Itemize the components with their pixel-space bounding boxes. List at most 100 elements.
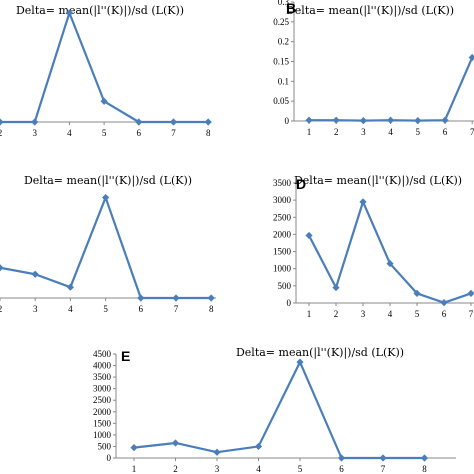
x-tick-label: 2 xyxy=(334,309,339,319)
y-tick-label: 500 xyxy=(278,281,292,291)
x-tick-label: 5 xyxy=(102,128,107,138)
data-point xyxy=(386,259,394,268)
x-tick-label: 6 xyxy=(443,127,448,137)
chart-title: Delta= mean(|l''(K)|)/sd (L(K)) xyxy=(294,174,462,188)
data-point xyxy=(387,116,395,124)
x-tick-label: 5 xyxy=(103,304,108,314)
y-tick-label: 0.05 xyxy=(273,96,289,106)
x-tick-label: 2 xyxy=(0,128,2,138)
y-tick-label: 4000 xyxy=(93,361,112,371)
x-tick-label: 3 xyxy=(33,304,38,314)
y-tick-label: 3000 xyxy=(273,195,292,205)
series-line xyxy=(309,57,474,122)
y-tick-label: 2500 xyxy=(273,212,292,222)
data-point xyxy=(0,118,4,126)
x-tick-label: 3 xyxy=(32,128,37,138)
x-tick-label: 2 xyxy=(173,464,178,474)
data-point xyxy=(359,198,367,206)
x-tick-label: 6 xyxy=(137,128,142,138)
data-point xyxy=(332,116,340,124)
y-tick-label: 1500 xyxy=(93,418,112,428)
chart-panel-d: 0 500 1000 1500 2000 2500 3000 3500 1 2 3 4 5 6 7 Delta… xyxy=(273,174,474,319)
data-point xyxy=(254,442,263,451)
data-point xyxy=(31,270,39,278)
x-tick-label: 7 xyxy=(171,128,176,138)
data-point xyxy=(102,193,110,202)
x-tick-label: 4 xyxy=(388,309,393,319)
y-tick-label: 0.15 xyxy=(273,57,289,67)
x-tick-label: 7 xyxy=(174,304,179,314)
x-tick-label: 3 xyxy=(361,127,366,137)
x-tick-label: 5 xyxy=(298,464,303,474)
data-point xyxy=(204,118,212,126)
x-tick-label: 8 xyxy=(206,128,211,138)
data-point xyxy=(413,289,421,297)
y-tick-label: 2500 xyxy=(93,395,112,405)
y-tick-label: 0.1 xyxy=(278,76,289,86)
data-point xyxy=(379,454,387,462)
x-tick-label: 6 xyxy=(442,309,447,319)
data-point xyxy=(130,444,138,452)
data-point xyxy=(441,116,449,124)
y-tick-label: 0.3 xyxy=(278,0,290,7)
x-tick-label: 5 xyxy=(416,127,421,137)
data-point xyxy=(213,448,221,456)
chart-panel-b: 0 0.05 0.1 0.15 0.2 0.25 0.3 1 2 3 4 5 6 7 Delta= mean… xyxy=(273,0,474,137)
chart-title: Delta= mean(|l''(K)|)/sd (L(K)) xyxy=(24,174,192,188)
x-tick-label: 6 xyxy=(339,464,344,474)
data-point xyxy=(171,439,180,447)
data-point xyxy=(337,454,346,462)
y-tick-label: 3000 xyxy=(93,384,112,394)
y-tick-label: 2000 xyxy=(93,407,112,417)
series-line xyxy=(0,11,209,124)
x-tick-label: 3 xyxy=(361,309,366,319)
x-tick-label: 2 xyxy=(0,304,2,314)
data-point xyxy=(420,454,429,462)
x-tick-label: 5 xyxy=(415,309,420,319)
x-tick-label: 2 xyxy=(334,127,339,137)
data-point xyxy=(359,117,367,125)
y-tick-label: 0 xyxy=(285,116,290,126)
data-point xyxy=(414,117,422,125)
data-point xyxy=(100,97,108,105)
data-point xyxy=(296,358,304,366)
y-tick-label: 4500 xyxy=(93,349,112,359)
chart-title: Delta= mean(|l''(K)|)/sd (L(K)) xyxy=(236,346,404,360)
x-tick-label: 7 xyxy=(381,464,386,474)
data-point xyxy=(467,289,474,297)
x-tick-label: 8 xyxy=(422,464,427,474)
panel-letter: D xyxy=(296,176,306,192)
y-tick-label: 0 xyxy=(287,298,292,308)
chart-panel-unlabeled-0: 2 3 4 5 6 7 8 Delta= mean(|l''(K)|)/sd (L(K)) xyxy=(0,4,212,138)
chart-title: Delta= mean(|l''(K)|)/sd (L(K)) xyxy=(286,4,454,18)
data-point xyxy=(135,118,143,126)
x-tick-label: 1 xyxy=(307,309,312,319)
data-point xyxy=(440,299,448,307)
x-tick-label: 7 xyxy=(470,127,474,137)
panel-letter: B xyxy=(286,0,296,16)
y-tick-label: 500 xyxy=(98,441,112,451)
series-line xyxy=(0,196,212,300)
data-point xyxy=(332,283,340,292)
data-point xyxy=(65,9,73,17)
data-point xyxy=(305,116,313,124)
y-tick-label: 1000 xyxy=(93,430,112,440)
y-tick-label: 0 xyxy=(107,453,112,463)
y-tick-label: 0.2 xyxy=(278,37,289,47)
y-tick-label: 1000 xyxy=(273,264,292,274)
data-point xyxy=(207,294,215,302)
x-tick-label: 8 xyxy=(209,304,214,314)
data-point xyxy=(172,294,180,302)
panel-letter: E xyxy=(121,348,130,364)
x-tick-label: 4 xyxy=(256,464,261,474)
x-tick-label: 3 xyxy=(215,464,220,474)
x-tick-label: 4 xyxy=(67,128,72,138)
x-tick-label: 1 xyxy=(307,127,312,137)
series-line xyxy=(133,360,425,460)
chart-title: Delta= mean(|l''(K)|)/sd (L(K)) xyxy=(16,4,184,18)
data-point xyxy=(305,231,313,240)
x-tick-label: 7 xyxy=(469,309,474,319)
data-point xyxy=(0,264,4,272)
